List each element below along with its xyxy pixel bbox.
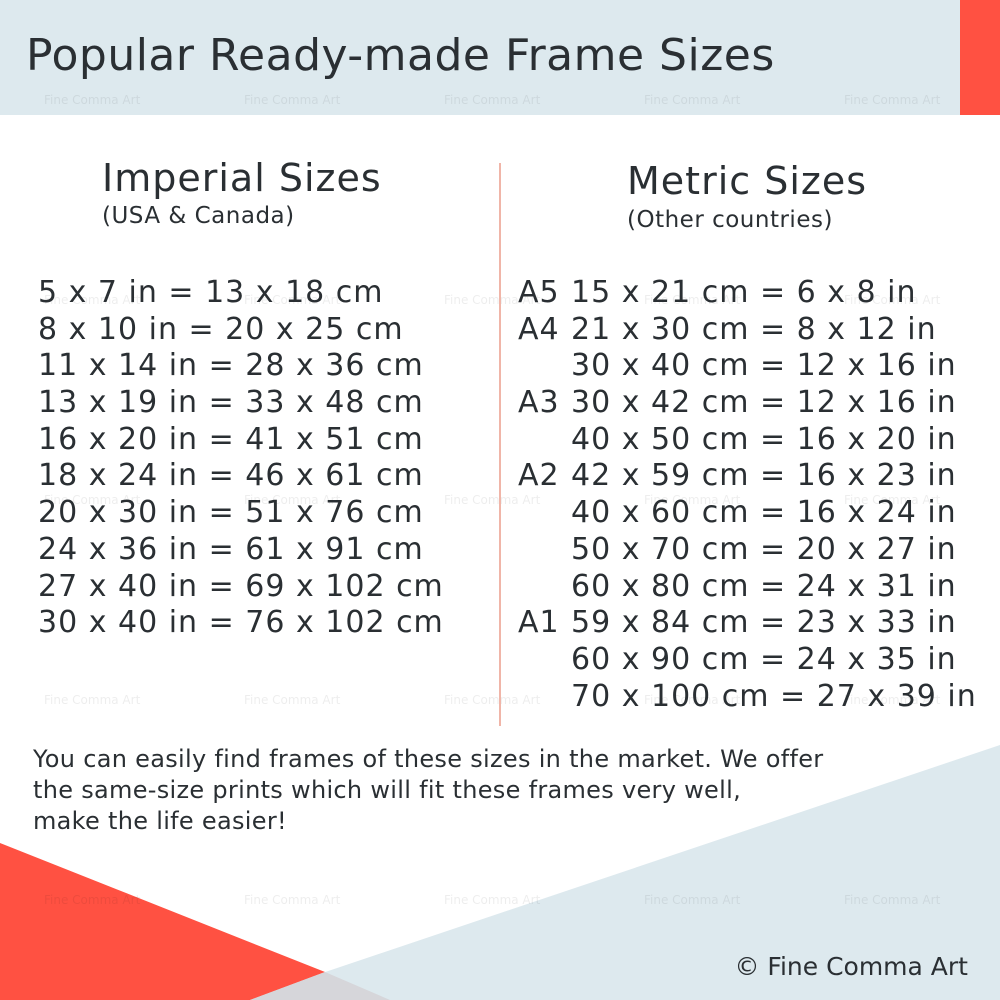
watermark-text: Fine Comma Art <box>844 493 941 507</box>
metric-value: 15 x 21 cm = 6 x 8 in <box>571 275 917 310</box>
metric-value: 60 x 90 cm = 24 x 35 in <box>571 641 957 677</box>
imperial-subheading: (USA & Canada) <box>102 203 295 229</box>
metric-value: 60 x 80 cm = 24 x 31 in <box>571 568 957 604</box>
paper-size-label: A2 <box>518 458 560 494</box>
note-line: You can easily find frames of these size… <box>33 745 824 773</box>
header-accent-block <box>960 0 1000 115</box>
metric-row: A3 30 x 42 cm = 12 x 16 in <box>518 385 998 422</box>
watermark-text: Fine Comma Art <box>844 693 941 707</box>
metric-value: 42 x 59 cm = 16 x 23 in <box>571 458 957 494</box>
watermark-text: Fine Comma Art <box>44 293 141 307</box>
paper-size-label: A4 <box>518 311 560 347</box>
metric-value: 59 x 84 cm = 23 x 33 in <box>571 605 957 641</box>
copyright: © Fine Comma Art <box>734 952 968 981</box>
metric-value: 30 x 40 cm = 12 x 16 in <box>571 348 957 384</box>
watermark-text: Fine Comma Art <box>44 493 141 507</box>
watermark-text: Fine Comma Art <box>44 693 141 707</box>
watermark-text: Fine Comma Art <box>244 93 341 107</box>
watermark-text: Fine Comma Art <box>444 893 541 907</box>
metric-row: 60 x 80 cm = 24 x 31 in <box>518 569 998 606</box>
imperial-heading: Imperial Sizes <box>102 156 382 200</box>
overlap-shape <box>250 972 390 1000</box>
metric-value: 70 x 100 cm = 27 x 39 in <box>571 678 977 714</box>
imperial-row: 16 x 20 in = 41 x 51 cm <box>38 421 424 457</box>
metric-value: 30 x 42 cm = 12 x 16 in <box>571 385 957 421</box>
imperial-row: 27 x 40 in = 69 x 102 cm <box>38 568 444 604</box>
watermark-text: Fine Comma Art <box>444 493 541 507</box>
metric-heading: Metric Sizes <box>627 159 868 203</box>
imperial-row: 8 x 10 in = 20 x 25 cm <box>38 311 404 347</box>
watermark-text: Fine Comma Art <box>244 893 341 907</box>
page-title: Popular Ready-made Frame Sizes <box>26 30 775 81</box>
metric-row: 60 x 90 cm = 24 x 35 in <box>518 642 998 679</box>
imperial-row: 24 x 36 in = 61 x 91 cm <box>38 531 424 567</box>
red-triangle <box>0 843 325 1000</box>
note-line: make the life easier! <box>33 807 287 835</box>
watermark-text: Fine Comma Art <box>644 493 741 507</box>
metric-row: 30 x 40 cm = 12 x 16 in <box>518 348 998 385</box>
watermark-text: Fine Comma Art <box>444 93 541 107</box>
paper-size-label: A1 <box>518 605 560 641</box>
watermark-text: Fine Comma Art <box>44 93 141 107</box>
watermark-text: Fine Comma Art <box>844 93 941 107</box>
imperial-row: 11 x 14 in = 28 x 36 cm <box>38 348 424 384</box>
metric-value: 40 x 60 cm = 16 x 24 in <box>571 495 957 531</box>
watermark-text: Fine Comma Art <box>244 493 341 507</box>
imperial-row: 13 x 19 in = 33 x 48 cm <box>38 385 424 421</box>
imperial-row: 5 x 7 in = 13 x 18 cm <box>38 275 384 310</box>
metric-list: A5 15 x 21 cm = 6 x 8 in A4 21 x 30 cm = 8… <box>518 275 998 715</box>
watermark-text: Fine Comma Art <box>444 693 541 707</box>
watermark-text: Fine Comma Art <box>644 893 741 907</box>
metric-row: 50 x 70 cm = 20 x 27 in <box>518 532 998 569</box>
metric-row: A2 42 x 59 cm = 16 x 23 in <box>518 458 998 495</box>
paper-size-label: A5 <box>518 275 560 310</box>
metric-row: 40 x 60 cm = 16 x 24 in <box>518 495 998 532</box>
metric-value: 21 x 30 cm = 8 x 12 in <box>571 311 937 347</box>
header-band <box>0 0 1000 115</box>
imperial-row: 18 x 24 in = 46 x 61 cm <box>38 458 424 494</box>
paper-size-label: A3 <box>518 385 560 421</box>
metric-subheading: (Other countries) <box>627 207 833 233</box>
metric-row: 70 x 100 cm = 27 x 39 in <box>518 679 998 716</box>
imperial-row: 30 x 40 in = 76 x 102 cm <box>38 605 444 641</box>
metric-value: 40 x 50 cm = 16 x 20 in <box>571 421 957 457</box>
watermark-text: Fine Comma Art <box>644 693 741 707</box>
metric-row: 40 x 50 cm = 16 x 20 in <box>518 422 998 459</box>
watermark-text: Fine Comma Art <box>644 293 741 307</box>
imperial-list: 5 x 7 in = 13 x 18 cm 8 x 10 in = 20 x 2… <box>38 275 444 642</box>
column-divider <box>499 163 501 726</box>
watermark-text: Fine Comma Art <box>244 693 341 707</box>
note-text: You can easily find frames of these size… <box>33 744 823 837</box>
watermark-text: Fine Comma Art <box>444 293 541 307</box>
watermark-text: Fine Comma Art <box>844 893 941 907</box>
metric-row: A4 21 x 30 cm = 8 x 12 in <box>518 312 998 349</box>
watermark-text: Fine Comma Art <box>644 93 741 107</box>
note-line: the same-size prints which will fit thes… <box>33 776 741 804</box>
blue-triangle <box>242 745 1000 1000</box>
watermark-text: Fine Comma Art <box>844 293 941 307</box>
watermark-text: Fine Comma Art <box>44 893 141 907</box>
metric-value: 50 x 70 cm = 20 x 27 in <box>571 531 957 567</box>
watermark-text: Fine Comma Art <box>244 293 341 307</box>
imperial-row: 20 x 30 in = 51 x 76 cm <box>38 495 424 531</box>
metric-row: A5 15 x 21 cm = 6 x 8 in <box>518 275 998 312</box>
metric-row: A1 59 x 84 cm = 23 x 33 in <box>518 605 998 642</box>
